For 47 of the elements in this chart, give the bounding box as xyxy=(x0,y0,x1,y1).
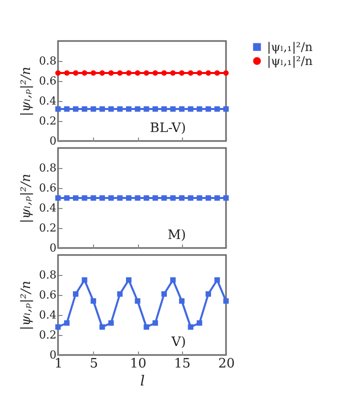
y-axis-title: |ψₗ,ₚ|²/n xyxy=(19,66,34,116)
legend-label: |ψₗ,₁|²/n xyxy=(267,54,313,68)
x-tick-label: 5 xyxy=(90,356,98,372)
y-tick-label: 0.8 xyxy=(39,268,56,282)
y-tick-label: 0 xyxy=(50,134,56,148)
point xyxy=(90,298,96,304)
point xyxy=(64,320,70,326)
y-tick-label: 0.2 xyxy=(39,114,56,128)
point xyxy=(179,298,185,304)
y-tick-label: 0.6 xyxy=(39,182,56,194)
point xyxy=(161,291,167,297)
point xyxy=(188,324,194,330)
point xyxy=(196,320,202,326)
point xyxy=(170,277,176,283)
y-axis-title: |ψₗ,ₚ|²/n xyxy=(19,280,34,330)
point xyxy=(72,291,78,297)
point xyxy=(134,298,140,304)
y-tick-label: 0 xyxy=(50,242,56,254)
y-axis-title: |ψₗ,ₚ|²/n xyxy=(19,174,34,224)
x-tick-label: 15 xyxy=(174,356,191,372)
x-tick-label: 10 xyxy=(130,356,146,372)
y-tick-label: 0.4 xyxy=(39,202,56,214)
x-axis-title: l xyxy=(140,374,145,390)
point xyxy=(214,277,220,283)
point xyxy=(206,291,212,297)
legend-label: |ψₗ,₁|²/n xyxy=(267,40,313,54)
annotation: V) xyxy=(170,335,186,350)
y-tick-label: 0.8 xyxy=(39,54,56,68)
point xyxy=(108,320,114,326)
y-tick-label: 0.2 xyxy=(39,328,56,342)
y-tick-label: 0.6 xyxy=(39,288,56,302)
point xyxy=(126,277,132,283)
point xyxy=(144,324,150,330)
y-tick-label: 0.8 xyxy=(39,162,56,174)
x-tick-label: 20 xyxy=(218,356,235,372)
y-tick-label: 0 xyxy=(50,348,56,362)
y-tick-label: 0.6 xyxy=(39,74,56,88)
x-tick-label: 1 xyxy=(54,356,63,372)
point xyxy=(152,320,158,326)
y-tick-label: 0.4 xyxy=(39,94,56,108)
annotation: BL-V) xyxy=(150,121,186,136)
y-tick-label: 0.4 xyxy=(39,308,56,322)
y-tick-label: 0.2 xyxy=(39,222,56,234)
point xyxy=(99,324,105,330)
annotation: M) xyxy=(168,228,186,243)
point xyxy=(82,277,88,283)
point xyxy=(117,291,123,297)
